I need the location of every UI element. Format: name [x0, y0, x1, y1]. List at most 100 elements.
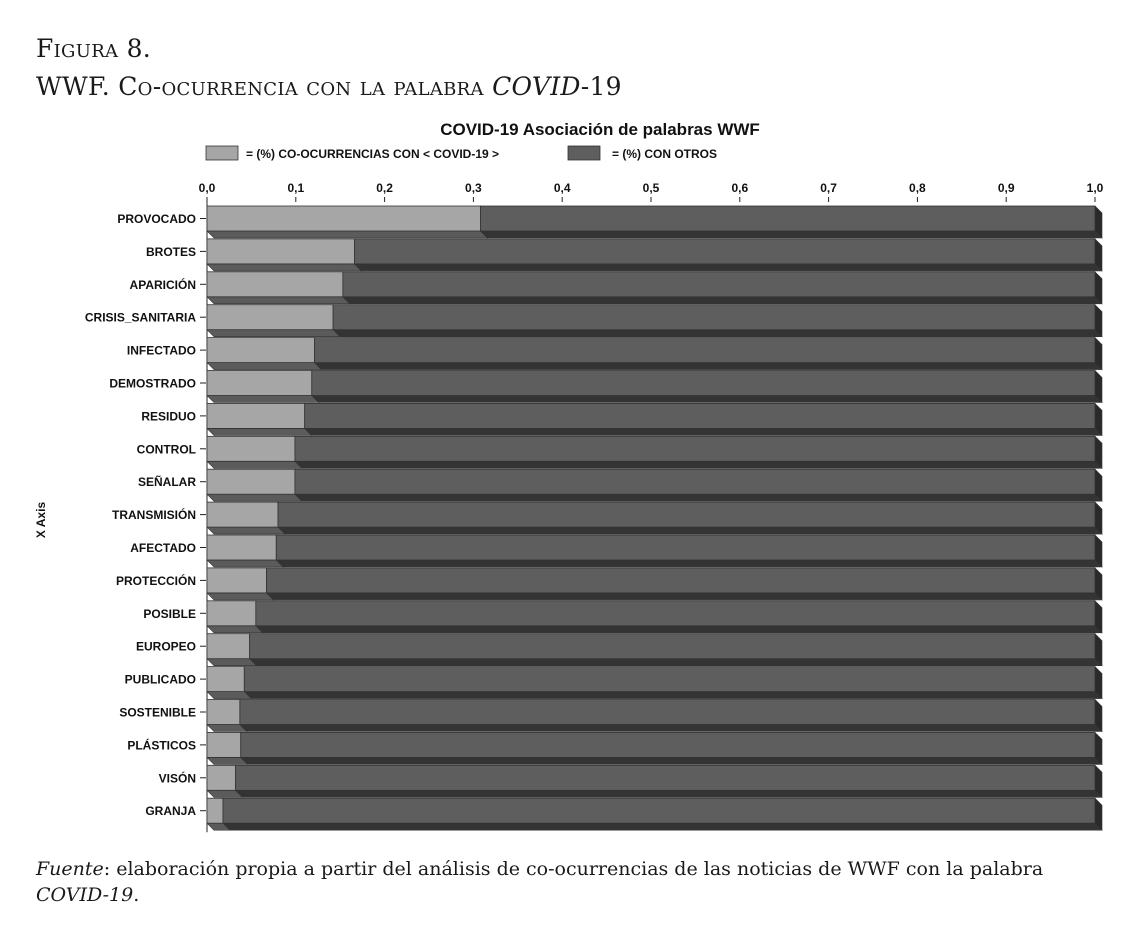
bar-segment-depth-cooccurrence [206, 230, 489, 239]
bar-segment-depth-cooccurrence [206, 296, 351, 305]
bar-segment-cooccurrence [206, 797, 224, 824]
figure-label: Figura 8. [36, 34, 151, 63]
legend-swatch-others [567, 145, 601, 161]
bar-segment-cooccurrence [206, 501, 279, 528]
bar-segment-cooccurrence [206, 304, 334, 331]
category-label: PROVOCADO [117, 212, 196, 226]
bar-segment-cooccurrence [206, 666, 245, 692]
category-label: PLÁSTICOS [127, 737, 196, 752]
bar-segment-others [240, 732, 1096, 758]
x-tick-label: 1,0 [1087, 181, 1104, 195]
bar-segment-others [311, 370, 1096, 396]
y-axis-label: X Axis [34, 502, 48, 539]
bar-segment-cooccurrence [206, 699, 241, 725]
x-tick-label: 0,9 [998, 181, 1015, 195]
bar-segment-depth-others [303, 428, 1103, 436]
category-label: AFECTADO [130, 541, 196, 555]
bar-segment-others [314, 337, 1096, 364]
bar-segment-cooccurrence [206, 567, 267, 594]
bar-segment-depth-cooccurrence [206, 559, 284, 568]
bar-segment-cooccurrence [206, 337, 315, 364]
bar-segment-depth-others [332, 329, 1103, 337]
bar-row: SEÑALAR [138, 468, 1103, 502]
bar-row: DEMOSTRADO [109, 369, 1103, 404]
bar-segment-others [243, 666, 1096, 692]
x-tick-label: 0,2 [376, 181, 393, 195]
bar-segment-depth-cooccurrence [206, 460, 303, 469]
bar-segment-cooccurrence [206, 600, 257, 627]
bar-segment-others [266, 567, 1096, 594]
legend: = (%) CO-OCURRENCIAS CON < COVID-19 > = … [205, 145, 717, 161]
source-end: . [133, 884, 140, 906]
bar-segment-depth-cooccurrence [206, 428, 313, 436]
x-axis-ticks: 0,0 0,1 0,2 0,3 0,4 0,5 0,6 0,7 0,8 0,9 1,0 [199, 181, 1104, 833]
bar-segment-depth-others [243, 691, 1103, 699]
bar-segment-others [294, 435, 1096, 462]
category-label: CRISIS_SANITARIA [85, 311, 196, 325]
bar-segment-cooccurrence [206, 370, 313, 396]
x-tick-label: 0,7 [820, 181, 837, 195]
category-label: GRANJA [145, 804, 196, 818]
bar-segment-cooccurrence [206, 534, 277, 561]
chart-title: COVID-19 Asociación de palabras WWF [440, 120, 760, 139]
bar-segment-depth-others [294, 493, 1103, 502]
bar-segment-depth-cooccurrence [206, 526, 286, 535]
x-tick-label: 0,8 [909, 181, 926, 195]
x-tick-label: 0,1 [287, 181, 304, 195]
bar-segment-depth-others [294, 460, 1103, 469]
bar-segment-others [255, 600, 1096, 627]
bar-segment-cooccurrence [206, 402, 306, 429]
bar-segment-depth-others [255, 625, 1103, 634]
bar-segment-cooccurrence [206, 238, 355, 265]
bar-segment-others [235, 764, 1096, 791]
bar-segment-others [480, 205, 1096, 232]
bar-row: VISÓN [159, 764, 1103, 799]
bar-segment-depth-others [248, 658, 1103, 667]
bar-row: SOSTENIBLE [119, 698, 1103, 733]
figure-title-italic: COVID [492, 72, 581, 101]
bar-segment-depth-cooccurrence [206, 395, 320, 403]
figure-title-end: -19 [580, 72, 622, 101]
bar-segment-cooccurrence [206, 732, 242, 758]
x-tick-label: 0,0 [199, 181, 216, 195]
bar-segment-others [294, 468, 1096, 495]
bar-segment-depth-cooccurrence [206, 362, 323, 370]
category-label: BROTES [146, 245, 196, 259]
bar-segment-depth-others [311, 395, 1103, 403]
bar-row: CRISIS_SANITARIA [85, 303, 1103, 338]
bar-segment-depth-others [479, 230, 1103, 239]
bars-group: PROVOCADO BROTES APARICIÓN CRISIS_SANITARIA… [85, 205, 1103, 831]
bar-row: GRANJA [145, 797, 1103, 831]
category-label: PROTECCIÓN [116, 573, 196, 588]
bar-segment-depth-others [277, 526, 1103, 535]
bar-segment-depth-cooccurrence [206, 493, 303, 502]
bar-segment-cooccurrence [206, 468, 296, 495]
bar-segment-others [222, 797, 1096, 824]
x-tick-label: 0,4 [554, 181, 571, 195]
category-label: INFECTADO [127, 344, 196, 358]
legend-label-cooccurrence: = (%) CO-OCURRENCIAS CON < COVID-19 > [246, 147, 499, 161]
bar-segment-others [342, 271, 1096, 298]
bar-row: PLÁSTICOS [127, 731, 1103, 766]
bar-segment-depth-others [275, 559, 1103, 568]
source-italic: COVID-19 [36, 884, 134, 906]
source-note: Fuente: elaboración propia a partir del … [36, 856, 1116, 908]
category-label: CONTROL [137, 442, 196, 456]
bar-segment-others [275, 534, 1096, 561]
bar-segment-depth-others [222, 822, 1103, 831]
category-label: APARICIÓN [130, 277, 196, 292]
bar-segment-depth-cooccurrence [206, 263, 363, 272]
category-label: RESIDUO [141, 409, 196, 423]
category-label: TRANSMISIÓN [112, 507, 196, 522]
bar-segment-cooccurrence [206, 633, 251, 660]
bar-segment-depth-others [342, 296, 1103, 305]
category-label: EUROPEO [136, 640, 196, 654]
source-text: : elaboración propia a partir del anális… [103, 858, 1044, 880]
bar-segment-depth-cooccurrence [206, 658, 258, 667]
figure-title-text: WWF. Co-ocurrencia con la palabra [36, 72, 493, 101]
bar-segment-others [332, 304, 1096, 331]
category-label: DEMOSTRADO [109, 377, 196, 391]
figure-label-text: Figura 8. [36, 34, 152, 63]
figure-title: WWF. Co-ocurrencia con la palabra COVID-… [36, 72, 622, 101]
bar-row: INFECTADO [127, 336, 1103, 371]
